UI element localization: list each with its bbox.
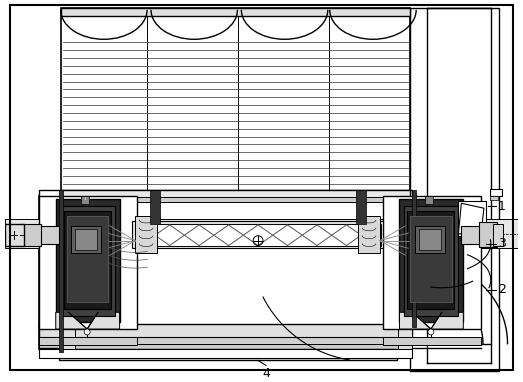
Bar — [135, 224, 381, 246]
Text: 1: 1 — [498, 200, 506, 213]
Bar — [39, 337, 412, 345]
Bar — [427, 8, 491, 344]
Bar — [407, 211, 454, 309]
Bar — [358, 216, 380, 253]
Bar — [59, 349, 396, 361]
Bar — [61, 196, 75, 349]
Bar — [39, 189, 412, 197]
Bar — [5, 219, 518, 248]
Bar — [39, 196, 412, 349]
Bar — [425, 196, 433, 204]
Polygon shape — [459, 203, 484, 234]
Bar — [61, 8, 410, 16]
Circle shape — [428, 329, 434, 335]
Bar — [459, 201, 486, 236]
Bar — [39, 226, 59, 244]
Bar — [135, 216, 157, 253]
Text: 2: 2 — [498, 283, 506, 296]
Bar — [415, 226, 445, 253]
Bar — [490, 196, 498, 200]
Bar — [72, 226, 101, 253]
Bar — [410, 216, 451, 303]
Bar — [59, 189, 63, 351]
Bar — [404, 206, 459, 316]
Bar — [56, 199, 120, 322]
Bar — [493, 224, 503, 246]
Text: 4: 4 — [262, 367, 270, 380]
Bar — [150, 189, 160, 224]
Bar — [383, 337, 481, 345]
Bar — [479, 222, 497, 248]
Bar — [39, 344, 412, 349]
Bar — [39, 349, 412, 358]
Bar — [61, 197, 410, 202]
Bar — [461, 226, 481, 244]
Bar — [39, 337, 137, 345]
Bar — [132, 221, 383, 248]
Bar — [5, 224, 25, 246]
Bar — [66, 216, 108, 303]
Bar — [61, 189, 410, 201]
Circle shape — [84, 329, 90, 335]
Bar — [410, 8, 498, 371]
Bar — [21, 224, 41, 246]
Bar — [61, 206, 115, 316]
Bar — [356, 189, 366, 224]
Polygon shape — [56, 312, 120, 329]
Bar — [412, 189, 416, 327]
Bar — [490, 189, 502, 196]
Bar — [39, 196, 137, 329]
Bar — [39, 324, 412, 339]
Polygon shape — [400, 312, 463, 329]
Bar — [383, 196, 481, 329]
Bar — [397, 196, 412, 349]
Bar — [75, 229, 97, 251]
Bar — [61, 8, 410, 191]
Bar — [400, 199, 463, 322]
Bar — [81, 196, 89, 204]
Bar — [419, 229, 441, 251]
Text: 3: 3 — [498, 237, 506, 250]
Bar — [64, 211, 111, 309]
